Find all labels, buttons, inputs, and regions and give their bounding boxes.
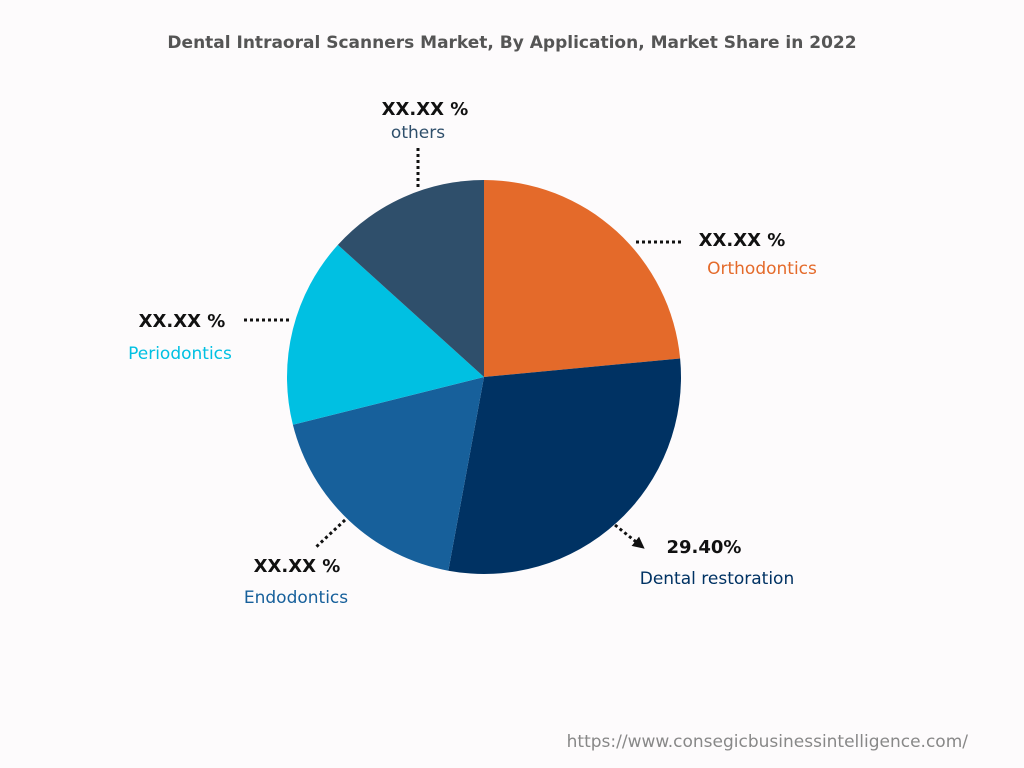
value-label: 29.40% [667,537,742,558]
value-label: XX.XX % [254,556,341,577]
category-label: Endodontics [244,588,348,608]
category-label: Periodontics [128,344,232,364]
category-label: Dental restoration [640,569,795,589]
value-label: XX.XX % [382,99,469,120]
value-label: XX.XX % [699,230,786,251]
value-label: XX.XX % [139,311,226,332]
pie-slice [337,180,484,377]
category-label: Orthodontics [707,259,817,279]
chart-title: Dental Intraoral Scanners Market, By App… [167,33,856,53]
category-label: others [391,123,445,143]
pie-slice [484,180,681,377]
leader-line [614,523,645,549]
pie-slice [292,377,484,571]
pie-slice [448,358,682,575]
leader-line [313,518,347,550]
pie-slice [286,244,484,425]
source-url: https://www.consegicbusinessintelligence… [567,732,969,752]
